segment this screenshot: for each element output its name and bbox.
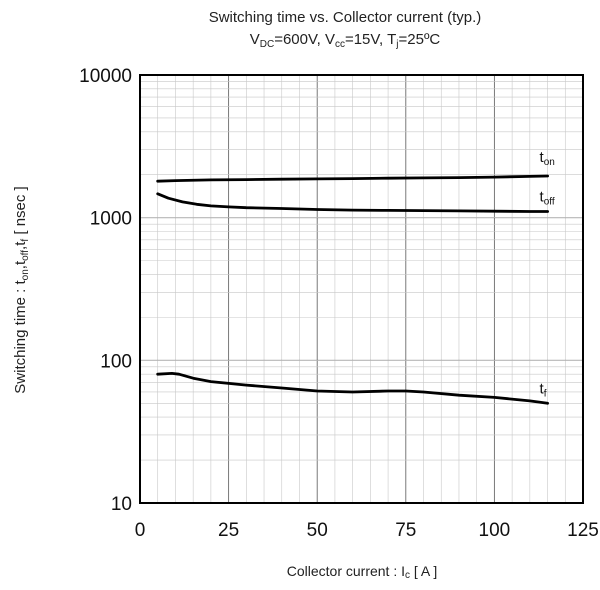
y-axis-ticks: 10 100 1000 10000 [79,66,132,515]
tf-label: tf [540,380,547,399]
x-axis-ticks: 0 25 50 75 100 125 [135,520,599,541]
y-tick-label: 10000 [79,66,132,87]
x-tick-label: 25 [218,520,239,541]
series-curves [156,174,549,405]
x-tick-label: 0 [135,520,146,541]
ton-curve [156,174,549,183]
ton-label: ton [540,149,555,168]
x-axis-label: Collector current : Ic [ A ] [287,563,438,581]
chart-title-line1: Switching time vs. Collector current (ty… [209,9,482,26]
grid-lines [140,75,583,503]
x-tick-label: 100 [479,520,511,541]
tf-curve [156,372,549,405]
x-tick-label: 50 [307,520,328,541]
x-tick-label: 75 [395,520,416,541]
toff-label: toff [540,188,555,207]
series-labels: ton toff tf [540,149,555,399]
y-tick-label: 100 [100,351,132,372]
toff-curve [156,192,549,213]
y-tick-label: 1000 [90,209,132,230]
chart-title-line2: VDC=600V, Vcc=15V, Tj=25ºC [250,31,441,50]
y-axis-label: Switching time : ton,toff,tf [ nsec ] [12,186,31,393]
y-tick-label: 10 [111,494,132,515]
x-tick-label: 125 [567,520,599,541]
plot-frame [139,74,584,504]
